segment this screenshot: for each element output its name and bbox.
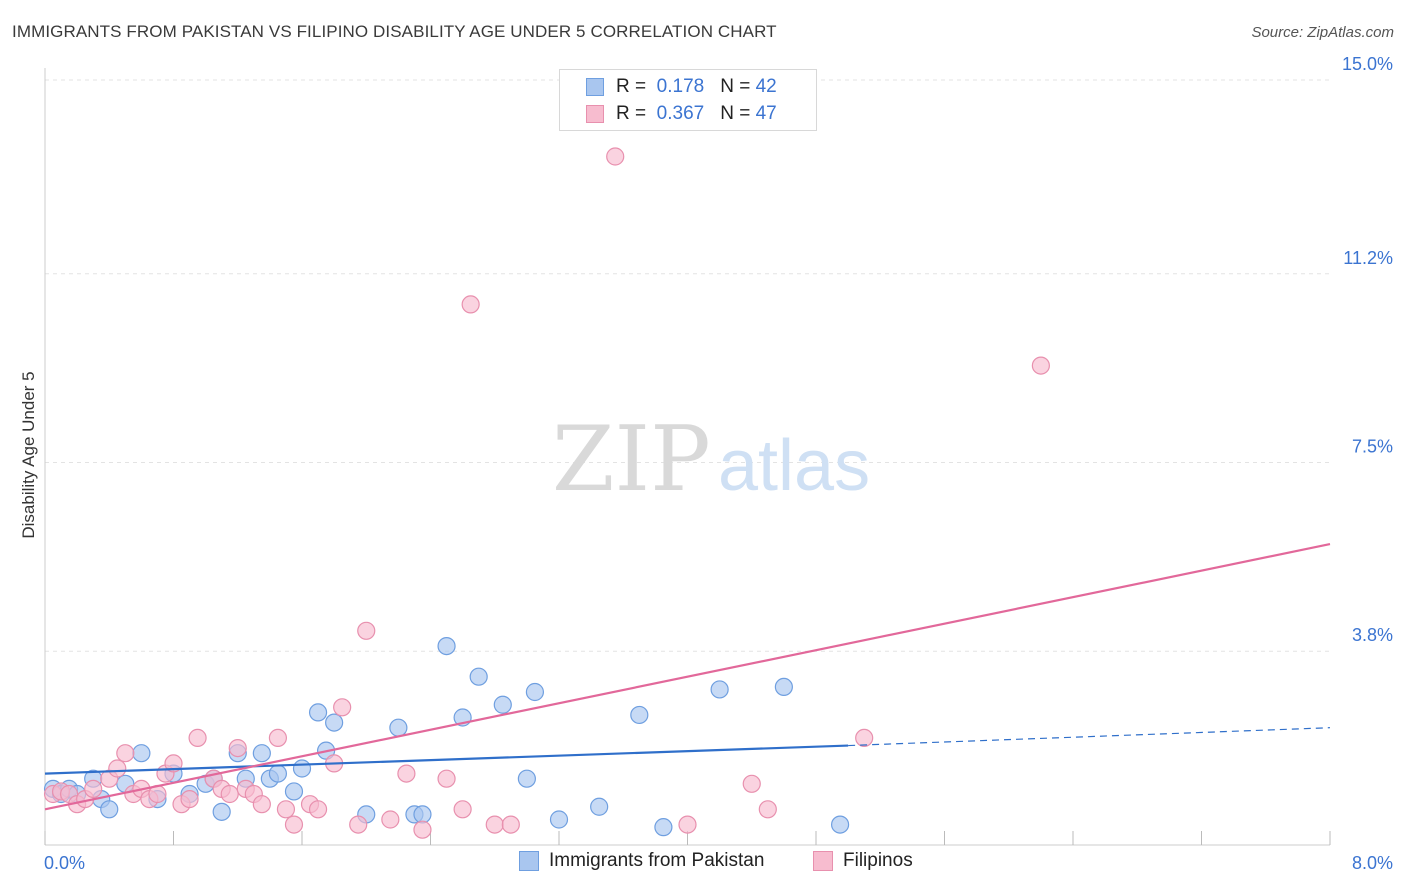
chart-title: IMMIGRANTS FROM PAKISTAN VS FILIPINO DIS… (12, 22, 777, 41)
trend-line-filipino (44, 543, 1331, 811)
data-point-pakistan (549, 810, 569, 829)
data-point-pakistan (292, 759, 312, 778)
series-label-pakistan: Immigrants from Pakistan (549, 850, 765, 871)
legend-r-value: 0.178 (656, 76, 705, 97)
data-point-filipino (461, 295, 480, 314)
legend-n-value: 42 (755, 76, 777, 97)
trend-layer (44, 543, 1331, 811)
data-point-pakistan (413, 805, 432, 824)
y-tick-label: 11.2% (1343, 248, 1393, 268)
points-layer (43, 147, 1050, 839)
data-point-pakistan (830, 815, 850, 834)
x-tick-label-max: 8.0% (1352, 853, 1393, 873)
data-point-filipino (855, 728, 874, 748)
legend-r-value: 0.367 (656, 103, 705, 124)
data-point-pakistan (525, 682, 545, 702)
trend-extension-pakistan (848, 727, 1331, 747)
trend-line-pakistan (44, 744, 849, 775)
legend-row-pakistan: R = 0.178 N = 42 (586, 74, 777, 100)
data-point-filipino (220, 784, 239, 804)
data-point-filipino (108, 759, 127, 778)
data-point-pakistan (132, 744, 151, 763)
series-swatch-filipino (813, 851, 833, 871)
data-point-filipino (758, 800, 777, 819)
series-label-filipino: Filipinos (843, 850, 913, 871)
data-point-filipino (252, 795, 271, 814)
data-point-filipino (180, 789, 199, 809)
data-point-pakistan (654, 818, 673, 837)
data-point-filipino (742, 774, 761, 793)
data-point-filipino (349, 815, 368, 834)
watermark-zip: ZIP (552, 407, 711, 512)
data-point-pakistan (469, 667, 488, 686)
data-point-pakistan (710, 680, 729, 699)
data-point-pakistan (493, 695, 512, 714)
legend-row-filipino: R = 0.367 N = 47 (586, 101, 777, 127)
data-point-pakistan (389, 718, 408, 737)
legend-r-label: R = (616, 76, 647, 97)
data-point-pakistan (252, 744, 271, 763)
series-swatch-pakistan (519, 851, 539, 871)
data-point-filipino (501, 815, 520, 834)
data-point-filipino (413, 820, 432, 839)
series-legend-pakistan: Immigrants from Pakistan (519, 850, 764, 872)
data-point-filipino (308, 800, 328, 819)
data-point-filipino (397, 764, 416, 783)
x-tick-label-min: 0.0% (44, 853, 85, 873)
axis-layer: 3.8% 7.5% 11.2% 15.0% (44, 54, 1393, 846)
data-point-pakistan (590, 797, 609, 816)
data-point-pakistan (268, 764, 288, 783)
data-point-filipino (276, 800, 296, 819)
data-point-filipino (84, 779, 103, 799)
data-point-filipino (678, 815, 697, 834)
legend-swatch-pakistan (586, 78, 604, 96)
data-point-filipino (228, 738, 247, 758)
data-point-filipino (485, 815, 504, 834)
data-point-filipino (437, 769, 456, 788)
data-point-filipino (606, 147, 625, 166)
data-point-pakistan (325, 713, 344, 732)
data-point-pakistan (517, 769, 536, 788)
data-point-pakistan (437, 636, 456, 656)
y-tick-label: 3.8% (1352, 625, 1393, 645)
data-point-pakistan (284, 782, 304, 801)
grid-layer (45, 79, 1330, 652)
data-point-pakistan (774, 677, 793, 697)
y-tick-label: 15.0% (1342, 54, 1393, 74)
data-point-pakistan (100, 800, 119, 819)
legend-n-label: N = (720, 103, 751, 124)
data-point-pakistan (212, 802, 231, 821)
source-label: Source: ZipAtlas.com (1251, 24, 1394, 41)
data-point-filipino (357, 621, 376, 640)
data-point-filipino (268, 728, 288, 748)
data-point-filipino (1031, 356, 1050, 375)
data-point-filipino (333, 698, 352, 717)
legend-n-value: 47 (755, 103, 777, 124)
data-point-filipino (453, 800, 472, 819)
y-tick-label: 7.5% (1352, 437, 1393, 457)
y-axis-label: Disability Age Under 5 (19, 371, 38, 538)
data-point-filipino (164, 754, 183, 773)
data-point-filipino (116, 744, 135, 763)
data-point-pakistan (630, 705, 649, 725)
data-point-filipino (381, 810, 400, 829)
data-point-filipino (284, 815, 304, 834)
series-legend-filipino: Filipinos (813, 850, 913, 872)
legend-n-label: N = (720, 76, 751, 97)
legend-r-label: R = (616, 103, 647, 124)
stats-legend: R = 0.178 N = 42 R = 0.367 N = 47 (559, 69, 817, 131)
data-point-pakistan (308, 703, 328, 722)
legend-swatch-filipino (586, 105, 604, 123)
watermark-atlas: atlas (718, 426, 870, 506)
data-point-filipino (188, 728, 207, 748)
